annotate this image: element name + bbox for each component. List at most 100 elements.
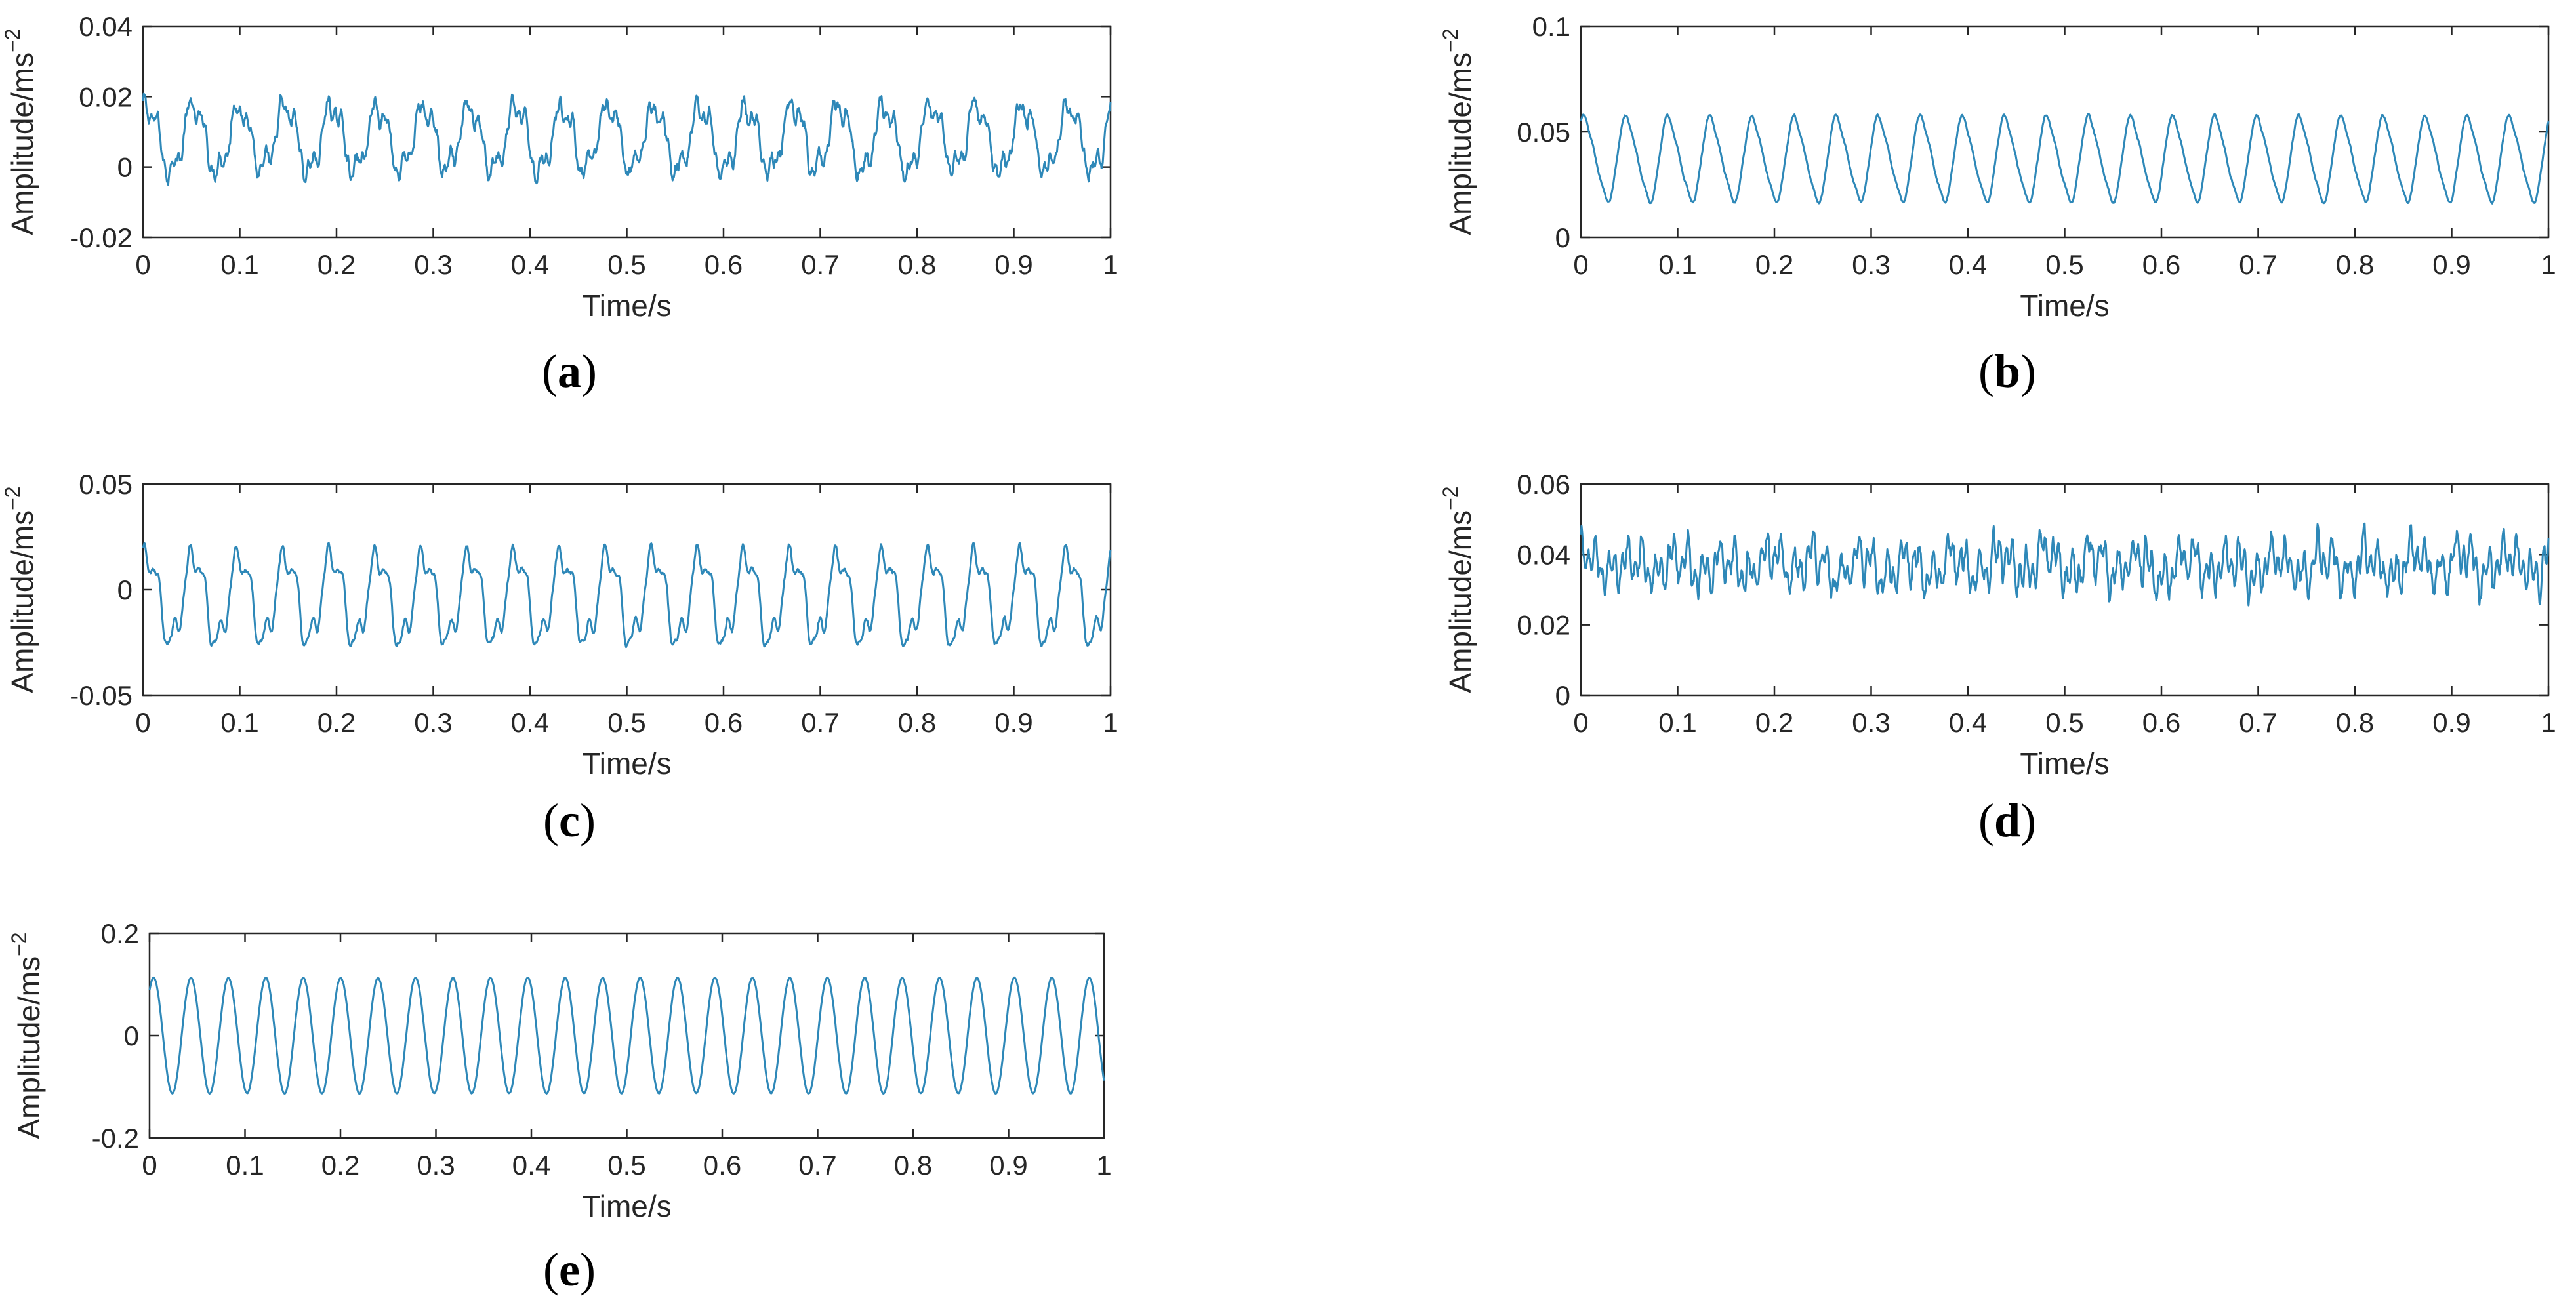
panel-b: 0 0.1 0.2 0.3 0.4 0.5 0.6 0.7 0.8 0.9 1 0 0.05 0.1 Tim… [1439,11,2556,397]
signal-series-line [142,542,1112,649]
x-tick-label: 1 [1103,707,1118,738]
x-tick-label: 0.5 [2045,707,2083,738]
x-tick-label: 0.7 [2239,707,2277,738]
y-axis-label-superscript: −2 [1,486,24,510]
panel-caption: (e) [543,1244,596,1296]
panel-caption: (b) [1978,345,2036,397]
panel-caption-letter: a [558,345,581,397]
y-tick-label: 0.2 [101,918,139,949]
x-tick-label: 0.2 [1755,707,1793,738]
x-tick-label: 0.1 [220,249,258,280]
x-axis-label: Time/s [582,289,671,323]
x-tick-label: 0.2 [1755,249,1793,280]
y-tick-label: -0.2 [92,1123,139,1154]
x-tick-label: 0.7 [801,707,839,738]
y-tick-label: 0.04 [1517,539,1570,570]
y-tick-label: 0 [124,1021,139,1051]
panel-a: 0 0.1 0.2 0.3 0.4 0.5 0.6 0.7 0.8 0.9 1-0.0200.020… [1,11,1118,397]
x-tick-label: 0.7 [798,1150,836,1181]
y-axis-label-superscript: −2 [7,932,31,956]
y-tick-label: 0 [117,575,133,605]
y-tick-label: 0.06 [1517,469,1570,500]
x-tick-label: 0.6 [705,707,743,738]
panel-e: 0 0.1 0.2 0.3 0.4 0.5 0.6 0.7 0.8 0.9 1-0.200.2Tim… [7,918,1112,1296]
x-tick-label: 0.8 [2336,249,2374,280]
x-tick-label: 0.2 [317,707,356,738]
x-tick-label: 0.4 [512,1150,550,1181]
signal-series-line [142,92,1112,186]
panel-caption-letter: e [559,1244,580,1296]
plot-area-frame [148,932,1105,1139]
x-tick-label: 0.6 [703,1150,741,1181]
x-tick-label: 0.4 [1949,707,1987,738]
x-tick-label: 0.6 [2142,249,2180,280]
x-tick-label: 0.3 [1852,249,1890,280]
x-tick-label: 0.9 [994,707,1032,738]
y-tick-label: 0.02 [79,81,133,112]
panel-caption-letter: c [559,794,580,847]
x-tick-label: 0.4 [1949,249,1987,280]
x-axis-label: Time/s [582,1189,671,1223]
panel-caption: (c) [543,794,596,847]
y-axis-label-superscript: −2 [1439,28,1462,52]
x-tick-label: 0 [142,1150,157,1181]
x-tick-label: 0.3 [414,707,452,738]
x-tick-label: 0 [135,249,150,280]
y-axis-label: Amplitude/ms−2 [1,486,39,693]
x-tick-label: 1 [2541,249,2556,280]
y-axis-label: Amplitude/ms−2 [7,932,46,1139]
x-tick-label: 0.7 [801,249,839,280]
x-tick-label: 0.4 [511,707,549,738]
x-tick-label: 0.3 [414,249,452,280]
panel-d: 0 0.1 0.2 0.3 0.4 0.5 0.6 0.7 0.8 0.9 1 0 0.02 0.04 0.… [1439,469,2556,847]
x-tick-label: 0.2 [321,1150,359,1181]
y-axis-label: Amplitude/ms−2 [1,28,39,235]
y-tick-label: 0 [1555,222,1570,253]
y-tick-label: -0.05 [70,680,133,711]
x-tick-label: 0.5 [607,707,645,738]
y-tick-label: 0 [1555,680,1570,711]
y-tick-label: 0.05 [1517,117,1570,148]
x-tick-label: 0.5 [2045,249,2083,280]
y-tick-label: -0.02 [70,222,133,253]
x-tick-label: 0.8 [2336,707,2374,738]
x-axis-label: Time/s [2020,746,2109,780]
y-tick-label: 0.02 [1517,610,1570,641]
signal-series-line [148,976,1105,1095]
x-tick-label: 0.6 [705,249,743,280]
x-tick-label: 0.9 [2432,249,2470,280]
panel-caption: (d) [1978,794,2036,847]
x-tick-label: 0 [1573,249,1588,280]
panel-caption-letter: b [1994,345,2020,397]
x-tick-label: 0.5 [607,1150,645,1181]
x-tick-label: 0.2 [317,249,356,280]
x-tick-label: 0.9 [989,1150,1027,1181]
plot-area-frame [142,25,1112,239]
x-tick-label: 0.8 [898,707,936,738]
plot-area-frame [142,483,1112,697]
x-tick-label: 0.1 [226,1150,264,1181]
x-tick-label: 0.1 [1658,249,1696,280]
x-tick-label: 1 [1103,249,1118,280]
x-tick-label: 0.8 [894,1150,932,1181]
panel-c: 0 0.1 0.2 0.3 0.4 0.5 0.6 0.7 0.8 0.9 1-0.0500.05T… [1,469,1118,847]
y-axis-label: Amplitude/ms−2 [1439,28,1477,235]
x-tick-label: 0.3 [417,1150,455,1181]
plot-area-frame [1580,25,2550,239]
x-tick-label: 0.5 [607,249,645,280]
x-tick-label: 0.1 [1658,707,1696,738]
x-tick-label: 0.4 [511,249,549,280]
panel-caption: (a) [542,345,597,397]
x-axis-label: Time/s [2020,289,2109,323]
x-tick-label: 0.6 [2142,707,2180,738]
x-tick-label: 0 [135,707,150,738]
y-tick-label: 0.1 [1532,11,1570,42]
y-tick-label: 0 [117,152,133,183]
y-tick-label: 0.05 [79,469,133,500]
signal-series-line [1580,113,2550,205]
x-tick-label: 0.3 [1852,707,1890,738]
x-tick-label: 1 [2541,707,2556,738]
x-tick-label: 1 [1096,1150,1111,1181]
y-axis-label-superscript: −2 [1,28,24,52]
